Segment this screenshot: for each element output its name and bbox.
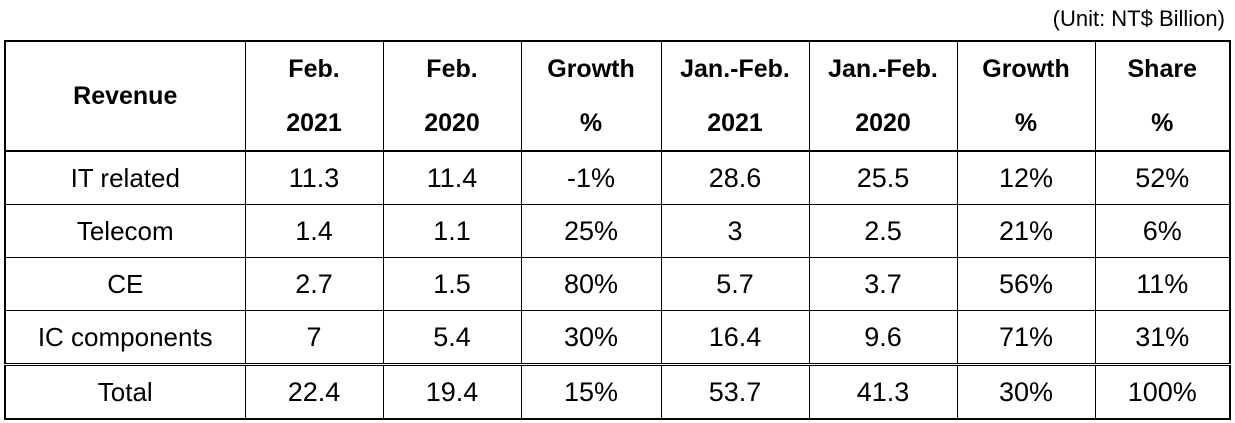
row-label: IC components bbox=[4, 310, 246, 365]
table-cell: 31% bbox=[1094, 310, 1231, 365]
table-row: Telecom 1.4 1.1 25% 3 2.5 21% 6% bbox=[4, 204, 1231, 258]
header-jan-feb-2021: Jan.-Feb. 2021 bbox=[660, 40, 810, 152]
header-line-2: 2020 bbox=[855, 109, 911, 137]
table-cell: 71% bbox=[956, 310, 1096, 365]
table-cell: 3.7 bbox=[808, 257, 958, 311]
table-row: CE 2.7 1.5 80% 5.7 3.7 56% 11% bbox=[4, 257, 1231, 311]
table-cell: 7 bbox=[244, 310, 384, 365]
table-cell: -1% bbox=[520, 150, 662, 205]
table-cell: 52% bbox=[1094, 150, 1231, 205]
header-line-1: Growth bbox=[547, 55, 635, 83]
total-cell: 100% bbox=[1094, 363, 1231, 420]
table-cell: 12% bbox=[956, 150, 1096, 205]
header-line-1: Jan.-Feb. bbox=[680, 55, 790, 83]
header-jan-feb-2020: Jan.-Feb. 2020 bbox=[808, 40, 958, 152]
total-cell: 30% bbox=[956, 363, 1096, 420]
total-row: Total 22.4 19.4 15% 53.7 41.3 30% 100% bbox=[4, 363, 1231, 420]
table-cell: 1.4 bbox=[244, 204, 384, 258]
header-line-2: % bbox=[1151, 109, 1174, 137]
table-body: IT related 11.3 11.4 -1% 28.6 25.5 12% 5… bbox=[4, 150, 1231, 420]
table-cell: 3 bbox=[660, 204, 810, 258]
table-cell: 1.5 bbox=[382, 257, 522, 311]
header-growth-monthly: Growth % bbox=[520, 40, 662, 152]
row-label: CE bbox=[4, 257, 246, 311]
total-cell: 15% bbox=[520, 363, 662, 420]
table-cell: 1.1 bbox=[382, 204, 522, 258]
row-label: Telecom bbox=[4, 204, 246, 258]
header-feb-2021: Feb. 2021 bbox=[244, 40, 384, 152]
header-growth-ytd: Growth % bbox=[956, 40, 1096, 152]
revenue-table: Revenue Feb. 2021 Feb. 2020 Growth % Jan… bbox=[4, 40, 1231, 420]
header-line-1: Jan.-Feb. bbox=[828, 55, 938, 83]
row-label: IT related bbox=[4, 150, 246, 205]
table-cell: 16.4 bbox=[660, 310, 810, 365]
table-cell: 28.6 bbox=[660, 150, 810, 205]
table-cell: 80% bbox=[520, 257, 662, 311]
header-feb-2020: Feb. 2020 bbox=[382, 40, 522, 152]
header-line-1: Share bbox=[1127, 55, 1197, 83]
table-cell: 2.5 bbox=[808, 204, 958, 258]
total-cell: 22.4 bbox=[244, 363, 384, 420]
table-cell: 11.3 bbox=[244, 150, 384, 205]
total-cell: 41.3 bbox=[808, 363, 958, 420]
header-revenue: Revenue bbox=[4, 40, 246, 152]
table-cell: 5.7 bbox=[660, 257, 810, 311]
header-line-2: % bbox=[1014, 109, 1038, 137]
header-line-2: 2021 bbox=[707, 109, 763, 137]
header-row: Revenue Feb. 2021 Feb. 2020 Growth % Jan… bbox=[4, 40, 1231, 152]
header-line-1: Feb. bbox=[288, 55, 340, 83]
header-share: Share % bbox=[1094, 40, 1231, 152]
table-cell: 9.6 bbox=[808, 310, 958, 365]
total-cell: 19.4 bbox=[382, 363, 522, 420]
table-cell: 2.7 bbox=[244, 257, 384, 311]
table-cell: 25% bbox=[520, 204, 662, 258]
header-line-2: 2021 bbox=[286, 109, 342, 137]
table-cell: 56% bbox=[956, 257, 1096, 311]
table-cell: 25.5 bbox=[808, 150, 958, 205]
table-cell: 11% bbox=[1094, 257, 1231, 311]
table-cell: 6% bbox=[1094, 204, 1231, 258]
total-cell: 53.7 bbox=[660, 363, 810, 420]
table-header: Revenue Feb. 2021 Feb. 2020 Growth % Jan… bbox=[4, 40, 1231, 152]
total-label: Total bbox=[4, 363, 246, 420]
header-line-2: 2020 bbox=[424, 109, 480, 137]
table-cell: 30% bbox=[520, 310, 662, 365]
table-row: IT related 11.3 11.4 -1% 28.6 25.5 12% 5… bbox=[4, 150, 1231, 205]
table-cell: 21% bbox=[956, 204, 1096, 258]
table-cell: 11.4 bbox=[382, 150, 522, 205]
header-line-1: Feb. bbox=[426, 55, 478, 83]
table-cell: 5.4 bbox=[382, 310, 522, 365]
header-line-2: % bbox=[579, 109, 603, 137]
table-row: IC components 7 5.4 30% 16.4 9.6 71% 31% bbox=[4, 310, 1231, 365]
header-line-1: Growth bbox=[982, 55, 1070, 83]
unit-note: (Unit: NT$ Billion) bbox=[1052, 6, 1225, 31]
